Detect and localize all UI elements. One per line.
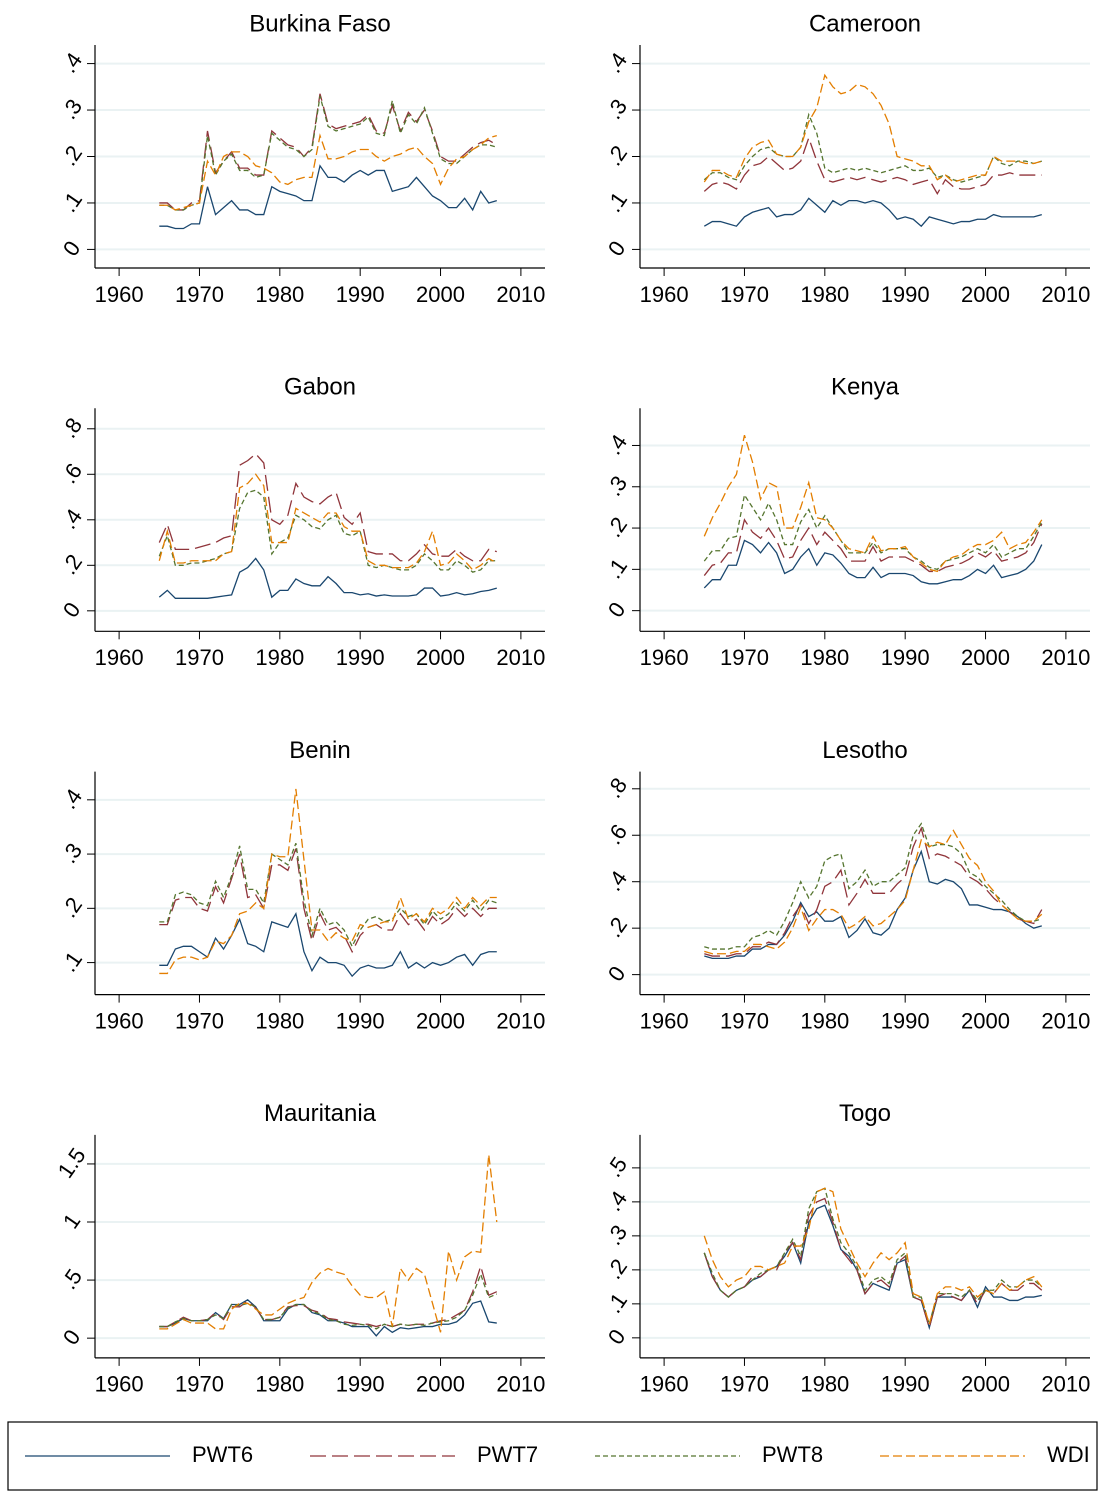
legend-box — [7, 1421, 1098, 1491]
series-line — [159, 911, 497, 978]
x-tick-label: 2010 — [1041, 645, 1090, 670]
series-line — [159, 1272, 498, 1330]
series-line — [703, 518, 1043, 576]
panel-title: Cameroon — [809, 10, 921, 37]
legend-label: WDI — [1047, 1442, 1090, 1467]
series-line — [703, 1187, 1043, 1327]
x-tick-label: 1990 — [336, 1008, 385, 1033]
legend-label: PWT8 — [762, 1442, 823, 1467]
legend-label: PWT7 — [477, 1442, 538, 1467]
series-line — [704, 826, 1043, 957]
x-tick-label: 2010 — [496, 1008, 545, 1033]
series-line — [159, 848, 497, 954]
x-tick-label: 1970 — [175, 1372, 224, 1397]
panel-title: Mauritania — [264, 1100, 377, 1127]
panel-title: Togo — [839, 1100, 891, 1127]
series-line — [159, 842, 497, 948]
panel-title: Lesotho — [822, 737, 907, 764]
x-tick-label: 1980 — [800, 282, 849, 307]
x-tick-label: 2000 — [416, 645, 465, 670]
x-tick-label: 2010 — [1041, 1008, 1090, 1033]
series-line — [159, 1154, 498, 1333]
series-line — [159, 1299, 497, 1337]
x-tick-label: 1980 — [800, 645, 849, 670]
series-line — [158, 489, 497, 573]
x-tick-label: 1990 — [336, 1372, 385, 1397]
panel-title: Burkina Faso — [249, 10, 390, 37]
series-line — [703, 493, 1043, 571]
x-tick-label: 2000 — [416, 282, 465, 307]
x-tick-label: 1970 — [720, 1372, 769, 1397]
panel-title: Benin — [289, 737, 350, 764]
x-tick-label: 1970 — [720, 282, 769, 307]
x-tick-label: 1980 — [255, 645, 304, 670]
panel-title: Kenya — [831, 374, 900, 401]
x-tick-label: 1980 — [255, 1372, 304, 1397]
x-tick-label: 1990 — [881, 645, 930, 670]
x-tick-label: 1960 — [95, 1008, 144, 1033]
x-tick-label: 2000 — [416, 1372, 465, 1397]
x-tick-label: 2010 — [1041, 282, 1090, 307]
series-line — [159, 133, 497, 211]
x-tick-label: 2010 — [496, 1372, 545, 1397]
x-tick-label: 1960 — [95, 1372, 144, 1397]
series-line — [159, 788, 497, 975]
x-tick-label: 2000 — [961, 1372, 1010, 1397]
x-tick-label: 1990 — [881, 1008, 930, 1033]
x-tick-label: 1980 — [800, 1372, 849, 1397]
x-tick-label: 1960 — [640, 282, 689, 307]
x-tick-label: 2010 — [496, 645, 545, 670]
series-line — [703, 434, 1043, 573]
x-tick-label: 1990 — [336, 282, 385, 307]
x-tick-label: 2000 — [961, 1008, 1010, 1033]
x-tick-label: 1970 — [175, 282, 224, 307]
series-line — [159, 95, 497, 211]
series-line — [704, 829, 1043, 955]
series-line — [158, 452, 497, 562]
series-line — [703, 73, 1042, 183]
legend-label: PWT6 — [192, 1442, 253, 1467]
x-tick-label: 1990 — [336, 645, 385, 670]
x-tick-label: 1960 — [95, 282, 144, 307]
x-tick-label: 1980 — [255, 1008, 304, 1033]
panel-title: Gabon — [284, 374, 356, 401]
x-tick-label: 1980 — [255, 282, 304, 307]
x-tick-label: 2000 — [416, 1008, 465, 1033]
x-tick-label: 2010 — [1041, 1372, 1090, 1397]
series-line — [704, 822, 1042, 950]
x-tick-label: 2000 — [961, 282, 1010, 307]
series-line — [158, 557, 497, 599]
x-tick-label: 1980 — [800, 1008, 849, 1033]
series-line — [703, 135, 1042, 195]
series-line — [158, 473, 498, 571]
series-line — [704, 849, 1042, 960]
x-tick-label: 1960 — [95, 645, 144, 670]
x-tick-label: 1960 — [640, 1372, 689, 1397]
series-line — [703, 197, 1042, 228]
x-tick-label: 1970 — [175, 645, 224, 670]
x-tick-label: 1990 — [881, 282, 930, 307]
x-tick-label: 1970 — [720, 1008, 769, 1033]
series-line — [703, 539, 1043, 589]
x-tick-label: 1960 — [640, 1008, 689, 1033]
x-tick-label: 1960 — [640, 645, 689, 670]
x-tick-label: 2000 — [961, 645, 1010, 670]
series-line — [703, 1187, 1043, 1327]
series-line — [159, 1263, 498, 1328]
x-tick-label: 1990 — [881, 1372, 930, 1397]
series-line — [159, 164, 497, 230]
x-tick-label: 1970 — [720, 645, 769, 670]
x-tick-label: 1970 — [175, 1008, 224, 1033]
x-tick-label: 2010 — [496, 282, 545, 307]
